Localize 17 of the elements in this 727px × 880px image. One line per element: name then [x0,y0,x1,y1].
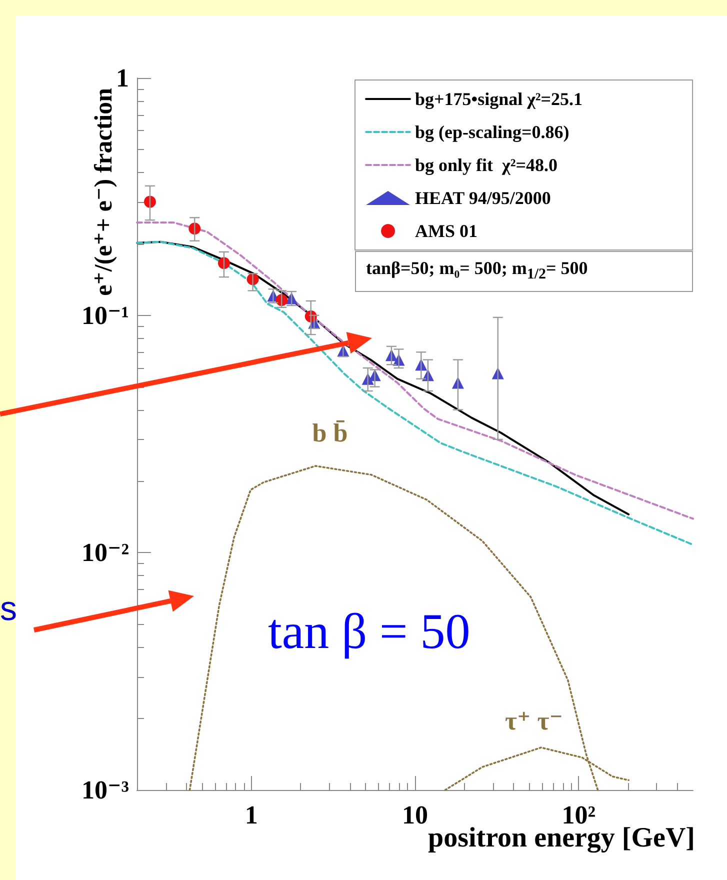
legend-label: bg+175•signal χ²=25.1 [415,89,583,109]
y-axis-title: e⁺/(e⁺+ e⁻) fraction [90,88,118,296]
annotation: b b̄ [312,418,348,448]
annotation: τ⁺ τ⁻ [505,706,563,736]
y-tick-label: 10⁻¹ [81,300,129,330]
x-tick-label: 10 [402,800,428,830]
legend-label: HEAT 94/95/2000 [415,188,551,208]
text: s [0,590,17,628]
annotation: tanβ=50; m₀= 500; m$_{1/2}$= 500 [355,251,693,292]
y-tick-label: 10⁻³ [81,776,130,804]
legend-label: AMS 01 [415,221,478,241]
y-tick-label: 1 [116,64,129,92]
legend-label: bg (ep-scaling=0.86) [415,122,570,142]
y-tick-label: 10⁻² [81,538,130,568]
x-tick-label: 1 [244,800,258,830]
annotation: tan β = 50 [268,603,470,659]
legend-label: bg only fit χ²=48.0 [415,155,558,175]
